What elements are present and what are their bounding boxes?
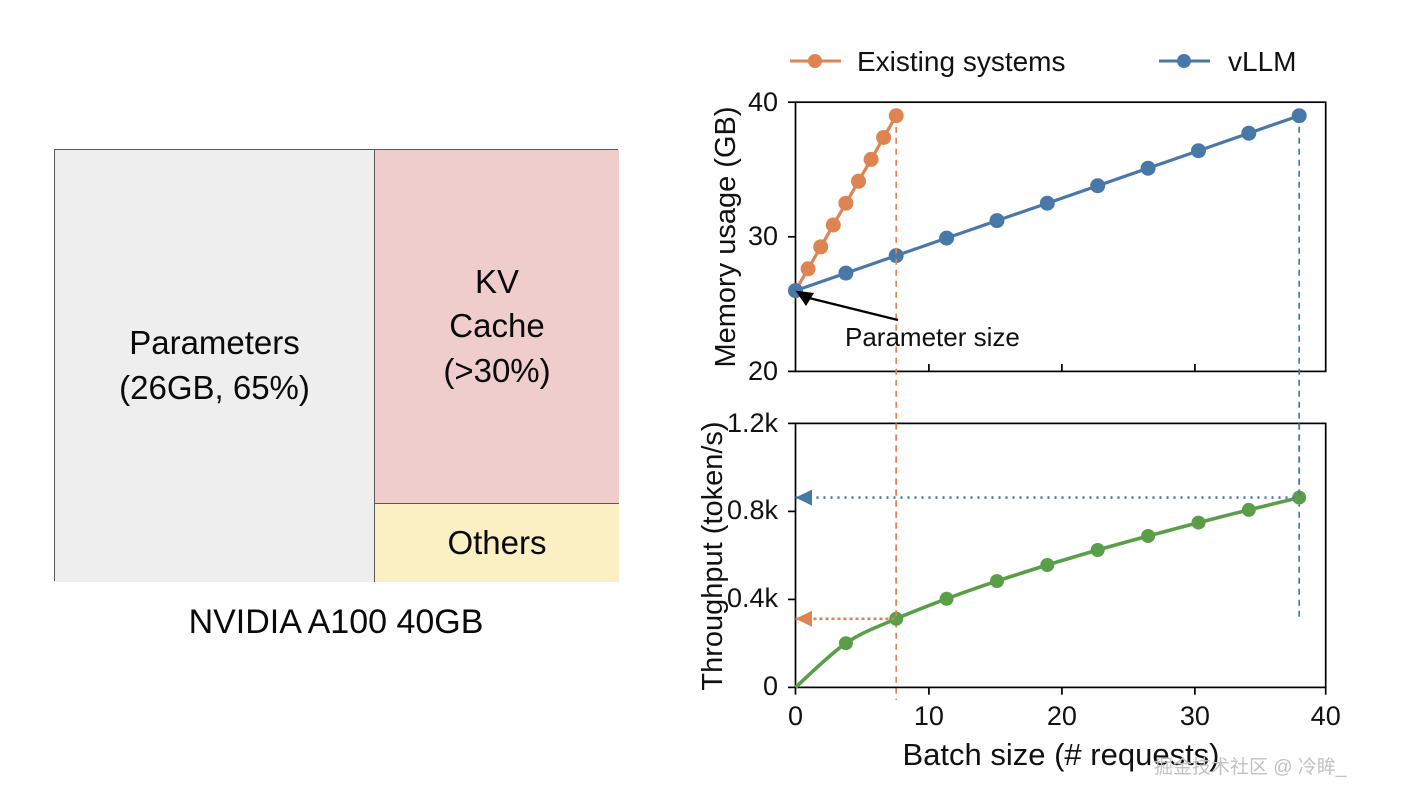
svg-text:Memory usage (GB): Memory usage (GB) (710, 106, 742, 367)
svg-text:20: 20 (748, 356, 778, 386)
svg-text:Throughput (token/s): Throughput (token/s) (697, 421, 729, 690)
svg-text:30: 30 (1180, 701, 1210, 731)
svg-text:10: 10 (914, 701, 944, 731)
svg-text:1.2k: 1.2k (727, 408, 779, 438)
svg-text:40: 40 (1311, 701, 1341, 731)
svg-text:0: 0 (788, 701, 803, 731)
svg-text:40: 40 (748, 87, 778, 117)
svg-text:30: 30 (748, 221, 778, 251)
svg-text:20: 20 (1047, 701, 1077, 731)
svg-text:vLLM: vLLM (1228, 46, 1296, 77)
svg-text:0.4k: 0.4k (727, 583, 779, 613)
svg-text:0.8k: 0.8k (727, 495, 779, 525)
svg-text:Parameter size: Parameter size (845, 322, 1020, 352)
svg-text:0: 0 (763, 671, 778, 701)
svg-text:Existing systems: Existing systems (857, 46, 1066, 77)
